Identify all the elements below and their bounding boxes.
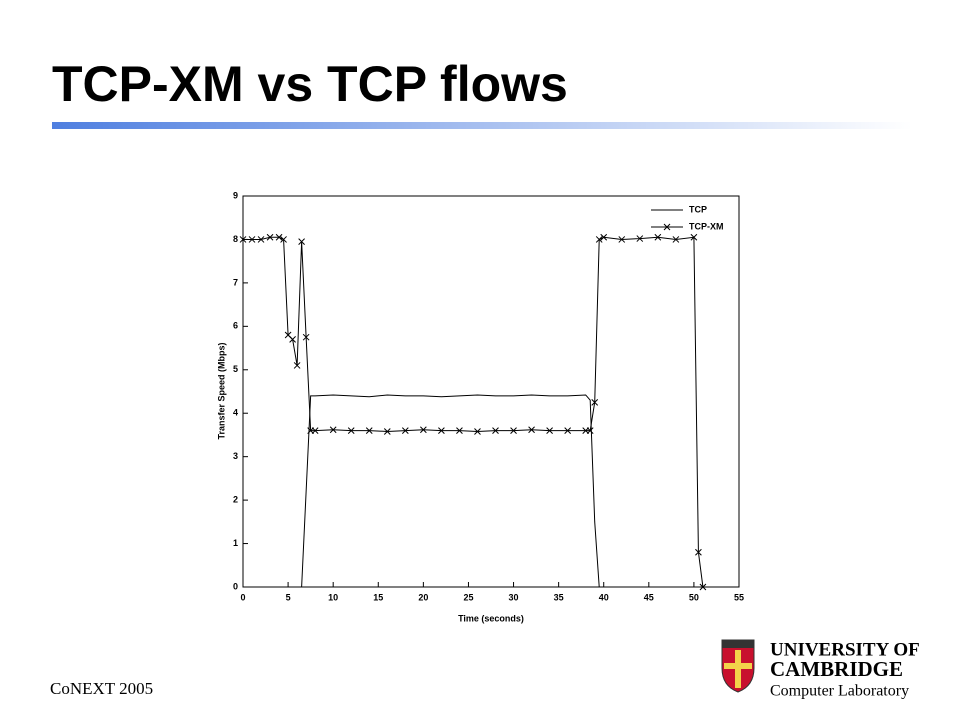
logo-line3: Computer Laboratory — [770, 683, 909, 700]
x-tick-label: 35 — [554, 592, 564, 602]
data-point — [438, 427, 445, 434]
data-point — [365, 427, 373, 434]
x-tick-label: 10 — [328, 592, 338, 602]
data-point — [672, 236, 680, 243]
data-point — [586, 427, 594, 434]
x-tick-label: 20 — [418, 592, 428, 602]
y-tick-label: 9 — [233, 190, 238, 200]
data-point — [401, 427, 409, 434]
data-point — [695, 548, 702, 556]
legend-label: TCP — [689, 204, 707, 214]
series-line — [243, 236, 704, 588]
data-point — [293, 362, 301, 369]
data-point — [329, 426, 337, 434]
x-tick-label: 40 — [599, 592, 609, 602]
data-point — [456, 427, 463, 434]
data-point — [298, 238, 305, 245]
data-point — [474, 428, 481, 435]
data-point — [654, 233, 662, 241]
y-tick-label: 7 — [233, 277, 238, 287]
data-point — [289, 336, 296, 343]
x-tick-label: 55 — [734, 592, 744, 602]
data-point — [311, 427, 319, 434]
series-line — [243, 394, 703, 588]
data-point — [492, 427, 499, 434]
data-point — [546, 427, 553, 434]
data-point — [690, 233, 698, 241]
x-tick-label: 5 — [286, 592, 291, 602]
data-point — [420, 426, 427, 434]
legend-label: TCP-XM — [689, 221, 724, 231]
data-point — [636, 235, 644, 242]
data-point — [699, 583, 707, 591]
y-tick-label: 5 — [233, 364, 238, 374]
data-point — [257, 236, 265, 243]
legend-marker — [663, 223, 671, 231]
x-axis-label: Time (seconds) — [458, 613, 524, 623]
data-point — [275, 233, 283, 241]
y-axis-label: Transfer Speed (Mbps) — [216, 342, 226, 439]
data-point — [564, 427, 572, 434]
title-underline — [52, 122, 912, 129]
x-tick-label: 15 — [373, 592, 383, 602]
data-point — [528, 426, 535, 434]
data-point — [510, 427, 517, 434]
y-tick-label: 6 — [233, 321, 238, 331]
data-point — [591, 399, 599, 406]
logo-line2: CAMBRIDGE — [770, 657, 903, 681]
x-tick-label: 30 — [509, 592, 519, 602]
x-tick-label: 0 — [240, 592, 245, 602]
data-point — [347, 427, 355, 434]
data-point — [239, 236, 247, 243]
y-tick-label: 0 — [233, 581, 238, 591]
y-tick-label: 4 — [233, 408, 238, 418]
footer: CoNEXT 2005 — [50, 679, 153, 698]
data-point — [600, 233, 608, 241]
data-point — [618, 236, 626, 243]
y-tick-label: 1 — [233, 538, 238, 548]
y-tick-label: 2 — [233, 494, 238, 504]
x-tick-label: 25 — [463, 592, 473, 602]
logo-line1: UNIVERSITY OF — [770, 639, 920, 660]
data-point — [280, 236, 287, 243]
data-point — [266, 233, 274, 241]
plot-frame — [242, 195, 740, 588]
y-tick-label: 8 — [233, 234, 238, 244]
data-point — [248, 236, 256, 243]
data-point — [302, 333, 310, 341]
x-tick-label: 45 — [644, 592, 654, 602]
data-point — [383, 428, 391, 435]
x-tick-label: 50 — [689, 592, 699, 602]
y-tick-label: 3 — [233, 451, 238, 461]
slide-title: TCP-XM vs TCP flows — [52, 56, 568, 112]
logo: UNIVERSITY OF CAMBRIDGE Computer Laborat… — [721, 639, 920, 700]
data-point — [595, 236, 603, 243]
